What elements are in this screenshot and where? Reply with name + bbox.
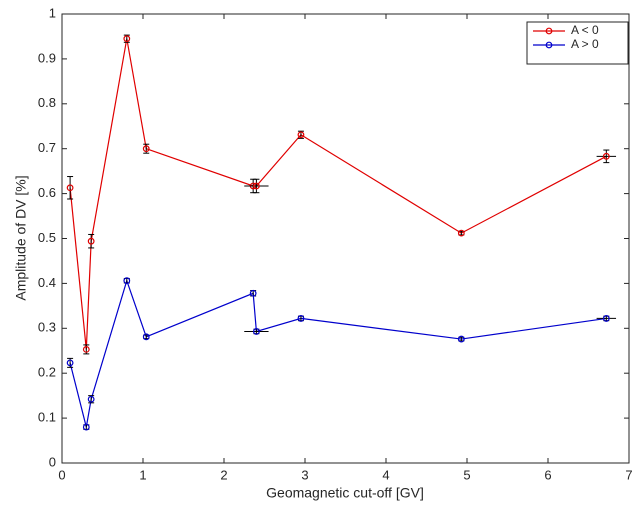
legend-marker [545, 41, 553, 49]
y-axis-label: Amplitude of DV [%] [13, 175, 29, 300]
marker [602, 152, 610, 160]
marker [142, 145, 150, 153]
marker [87, 395, 95, 403]
legend-box [526, 21, 629, 65]
x-tick-label: 1 [139, 467, 146, 482]
marker [142, 333, 150, 341]
x-tick-label: 2 [220, 467, 227, 482]
x-tick-label: 7 [625, 467, 632, 482]
y-tick-label: 0.1 [38, 410, 56, 425]
marker [249, 289, 257, 297]
x-tick-label: 5 [463, 467, 470, 482]
marker [602, 315, 610, 322]
series-line [69, 38, 607, 350]
marker [123, 35, 131, 43]
legend-marker [545, 27, 553, 35]
y-tick-label: 0.2 [38, 365, 56, 380]
marker [297, 315, 305, 322]
marker [66, 359, 74, 367]
y-tick-label: 0 [49, 454, 56, 469]
y-tick-label: 1 [49, 5, 56, 20]
series-line [69, 278, 607, 428]
legend-label: A > 0 [571, 37, 599, 51]
marker [82, 423, 90, 431]
y-tick-label: 0.4 [38, 275, 56, 290]
marker [457, 229, 465, 237]
marker [82, 346, 90, 353]
x-axis-label: Geomagnetic cut-off [GV] [266, 485, 424, 501]
y-tick-label: 0.7 [38, 140, 56, 155]
marker [297, 131, 305, 139]
marker [123, 277, 131, 285]
x-tick-label: 4 [382, 467, 389, 482]
marker [457, 335, 465, 343]
y-tick-label: 0.9 [38, 50, 56, 65]
y-tick-label: 0.8 [38, 95, 56, 110]
legend-label: A < 0 [571, 23, 599, 37]
x-tick-label: 6 [544, 467, 551, 482]
marker [252, 328, 260, 335]
marker [66, 184, 74, 192]
y-tick-label: 0.3 [38, 320, 56, 335]
marker [252, 182, 260, 190]
y-tick-label: 0.5 [38, 230, 56, 245]
x-tick-label: 3 [301, 467, 308, 482]
y-tick-label: 0.6 [38, 185, 56, 200]
plot-frame [61, 13, 630, 464]
marker [87, 237, 95, 245]
x-tick-label: 0 [58, 467, 65, 482]
